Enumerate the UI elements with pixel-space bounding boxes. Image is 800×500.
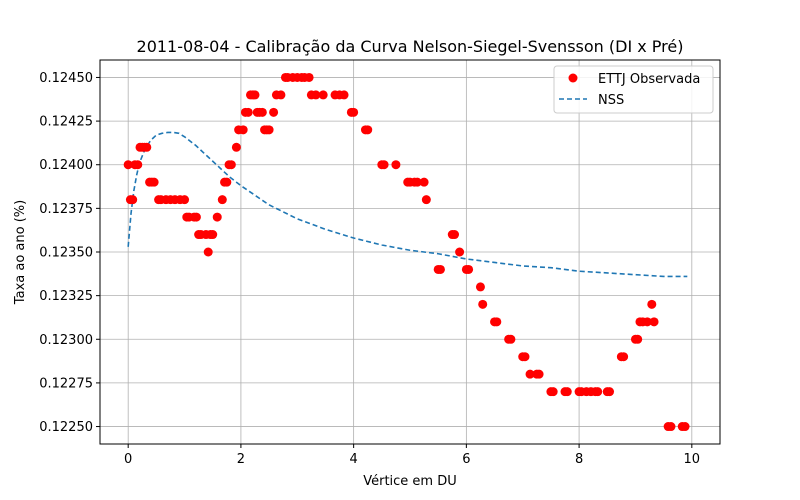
x-axis-ticks: 0 2 4 6 8 10 — [124, 444, 700, 467]
ettj-point — [435, 264, 445, 274]
legend-label-ettj: ETTJ Observada — [598, 72, 700, 87]
legend-marker-ettj — [568, 73, 578, 83]
y-tick-label: 0.12450 — [39, 71, 93, 86]
ettj-point — [304, 72, 314, 82]
ettj-point — [231, 142, 241, 152]
y-tick-label: 0.12350 — [39, 246, 93, 261]
ettj-point — [238, 125, 248, 135]
ettj-point — [123, 160, 133, 170]
ettj-point — [478, 299, 488, 309]
ettj-point — [339, 90, 349, 100]
ettj-point — [191, 212, 201, 222]
ettj-point — [633, 334, 643, 344]
ettj-point — [203, 247, 213, 257]
x-tick-label: 8 — [575, 452, 583, 467]
ettj-point — [379, 160, 389, 170]
ettj-point — [619, 352, 629, 362]
ettj-point — [391, 160, 401, 170]
x-axis-label: Vértice em DU — [363, 474, 457, 489]
ettj-point — [318, 90, 328, 100]
ettj-point — [605, 387, 615, 397]
y-tick-label: 0.12375 — [39, 202, 93, 217]
ettj-point — [525, 369, 535, 379]
ettj-point — [666, 422, 676, 432]
ettj-point — [506, 334, 516, 344]
ettj-point — [421, 195, 431, 205]
ettj-point — [128, 195, 138, 205]
legend-label-nss: NSS — [598, 93, 624, 108]
y-tick-label: 0.12425 — [39, 115, 93, 130]
ettj-point — [450, 230, 460, 240]
ettj-point — [217, 195, 227, 205]
ettj-point — [133, 160, 143, 170]
ettj-point — [419, 177, 429, 187]
x-tick-label: 4 — [349, 452, 357, 467]
y-axis-label: Taxa ao ano (%) — [13, 200, 28, 305]
ettj-point — [212, 212, 222, 222]
y-axis-ticks: 0.12250 0.12275 0.12300 0.12325 0.12350 0.123… — [39, 71, 100, 435]
ettj-point — [520, 352, 530, 362]
ettj-point — [593, 387, 603, 397]
ettj-point — [208, 230, 218, 240]
y-tick-label: 0.12250 — [39, 420, 93, 435]
ettj-point — [548, 387, 558, 397]
x-tick-label: 0 — [124, 452, 132, 467]
legend: ETTJ Observada NSS — [553, 65, 714, 114]
ettj-point — [492, 317, 502, 327]
grid — [100, 60, 720, 444]
ettj-point — [464, 264, 474, 274]
y-tick-label: 0.12400 — [39, 158, 93, 173]
ettj-point — [412, 177, 422, 187]
x-tick-label: 2 — [237, 452, 245, 467]
ettj-point — [642, 317, 652, 327]
ettj-point — [264, 125, 274, 135]
ettj-point — [142, 142, 152, 152]
ettj-point — [311, 90, 321, 100]
legend-box — [553, 65, 714, 114]
ettj-point — [455, 247, 465, 257]
ettj-point — [226, 160, 236, 170]
ettj-point — [475, 282, 485, 292]
ettj-series — [123, 72, 690, 432]
ettj-point — [534, 369, 544, 379]
ettj-point — [243, 107, 253, 117]
y-tick-label: 0.12275 — [39, 376, 93, 391]
ettj-point — [562, 387, 572, 397]
ettj-point — [149, 177, 159, 187]
ettj-point — [363, 125, 373, 135]
ettj-point — [276, 90, 286, 100]
x-tick-label: 10 — [684, 452, 701, 467]
y-tick-label: 0.12325 — [39, 289, 93, 304]
ettj-point — [180, 195, 190, 205]
ettj-point — [250, 90, 260, 100]
ettj-point — [349, 107, 359, 117]
x-tick-label: 6 — [462, 452, 470, 467]
chart-title: 2011-08-04 - Calibração da Curva Nelson-… — [137, 37, 684, 56]
ettj-point — [269, 107, 279, 117]
ettj-point — [257, 107, 267, 117]
y-tick-label: 0.12300 — [39, 333, 93, 348]
ettj-point — [222, 177, 232, 187]
ettj-point — [647, 299, 657, 309]
ettj-point — [680, 422, 690, 432]
ettj-point — [649, 317, 659, 327]
